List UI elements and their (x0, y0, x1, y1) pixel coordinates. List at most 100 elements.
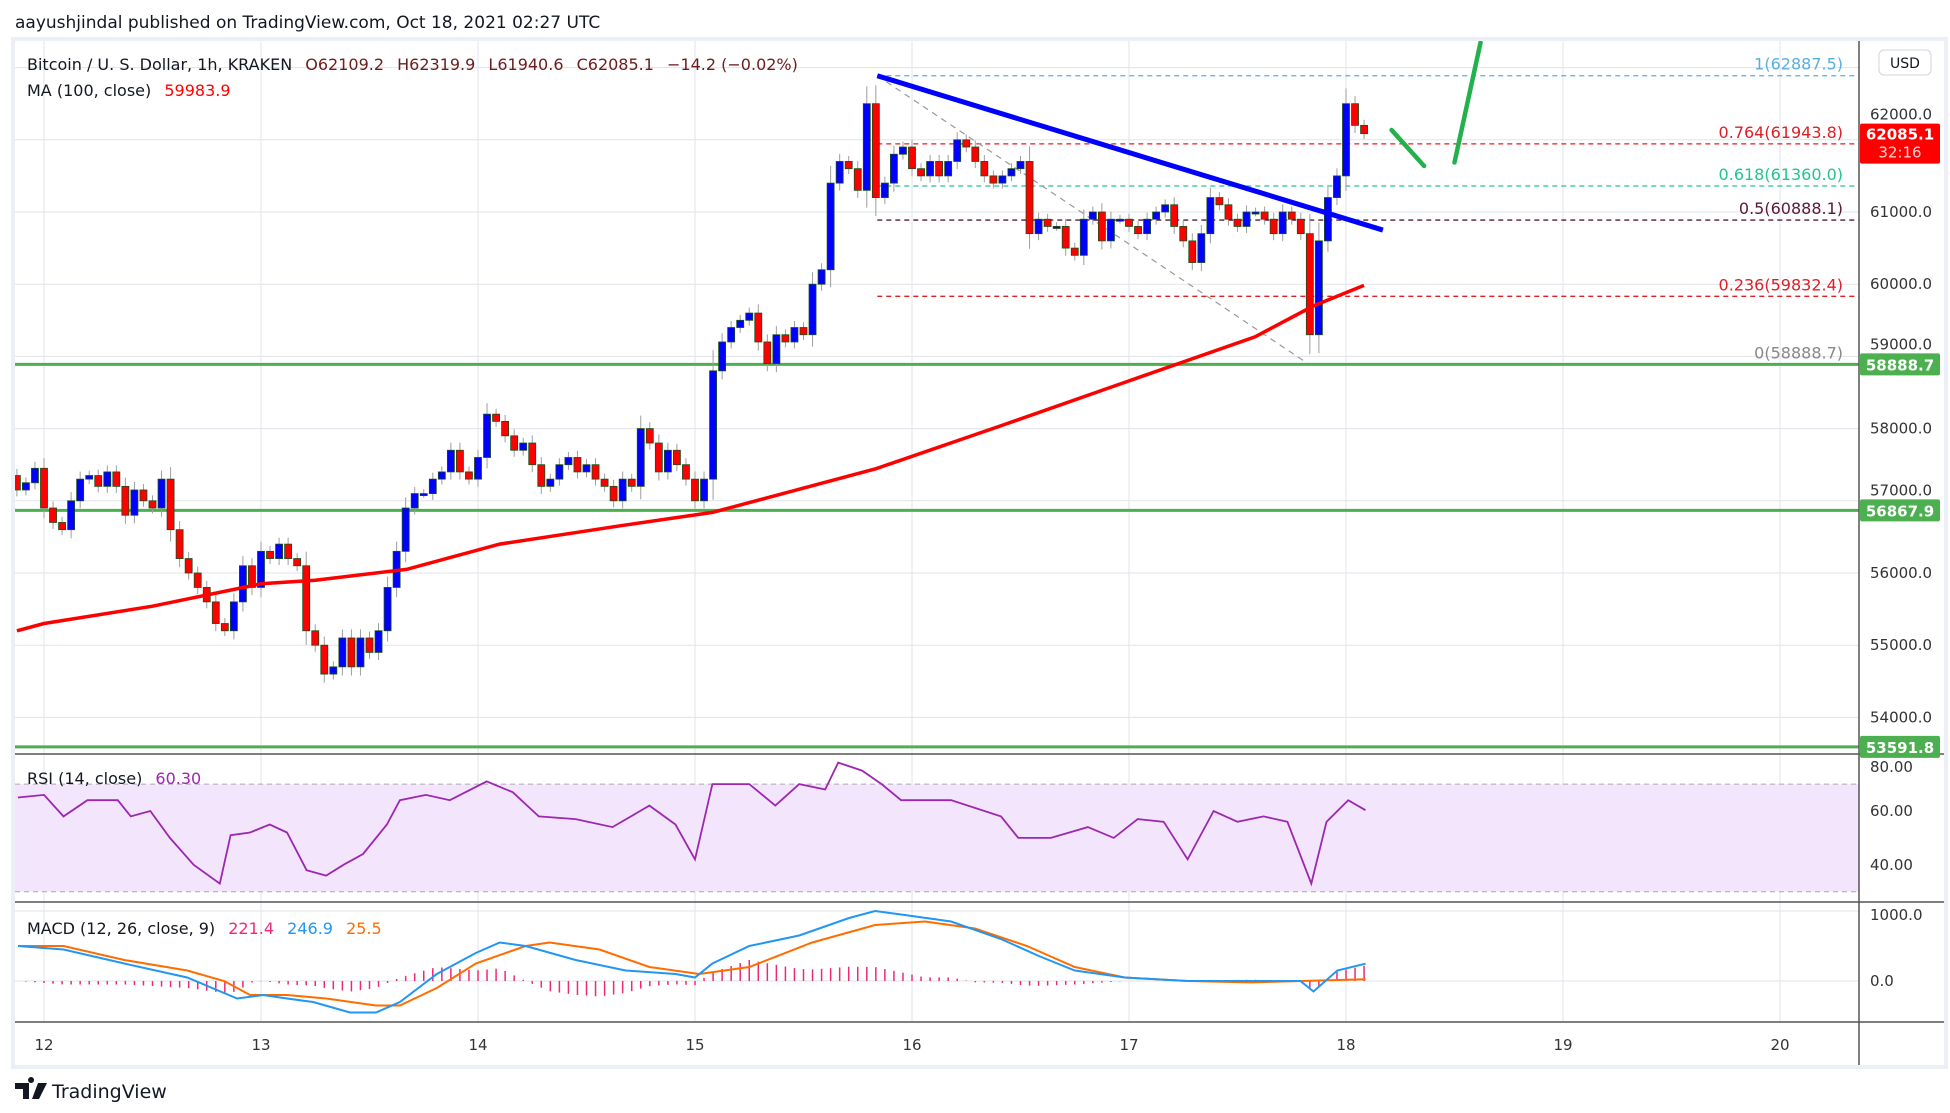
candle-up (1342, 103, 1350, 177)
candle-down (220, 623, 229, 632)
fib-diagonal (876, 75, 1310, 365)
price-tick-label: 55000.0 (1870, 636, 1932, 654)
candle-down (754, 312, 763, 343)
candle-down (293, 558, 302, 567)
bearish-trendline[interactable] (876, 73, 1384, 233)
candle-up (718, 341, 727, 372)
candle-up (998, 175, 1007, 184)
macd-value: 246.9 (287, 919, 333, 938)
fib-level-label: 0(58888.7) (1754, 343, 1843, 362)
candle-up (428, 478, 437, 494)
macd-tick-label: 0.0 (1870, 972, 1894, 990)
candle-down (492, 413, 500, 422)
candle-up (772, 334, 781, 365)
tradingview-logo-icon (15, 1077, 47, 1099)
candle-down (211, 601, 220, 624)
support-price-badge (1860, 735, 1940, 758)
time-tick-label: 14 (468, 1036, 487, 1054)
candle-up (76, 478, 85, 502)
time-tick-label: 17 (1119, 1036, 1138, 1054)
time-tick-label: 13 (251, 1036, 270, 1054)
candle-down (1097, 211, 1106, 242)
candle-down (1269, 218, 1278, 235)
candle-up (700, 478, 708, 502)
candle-up (1206, 197, 1215, 235)
candle-up (67, 500, 76, 531)
candle-down (971, 146, 980, 162)
tradingview-logo[interactable]: TradingView (15, 1077, 167, 1103)
candle-up (239, 565, 247, 603)
time-tick-label: 16 (902, 1036, 921, 1054)
macd-label: MACD (12, 26, close, 9) (27, 919, 215, 938)
ma-label: MA (100, close) (27, 81, 151, 100)
axis-labels: 62000.0 61000.0 60000.0 59000.0 58000.0 57000… (1870, 106, 1932, 990)
candle-down (1179, 226, 1188, 242)
projection-arrow-segment[interactable] (1389, 127, 1427, 169)
candle-up (1088, 211, 1097, 220)
price-tick-label: 54000.0 (1870, 708, 1932, 726)
candles (15, 85, 1368, 683)
candle-up (790, 327, 799, 343)
candle-down (58, 522, 66, 531)
macd-hist-value: 221.4 (228, 919, 274, 938)
candle-down (148, 500, 157, 509)
candle-up (899, 146, 907, 155)
candle-down (1061, 226, 1070, 249)
candle-down (691, 478, 699, 502)
support-lines[interactable] (15, 362, 1859, 749)
candle-down (266, 550, 274, 559)
candle-down (1134, 226, 1142, 235)
candle-up (727, 327, 736, 343)
rsi-line (17, 761, 1366, 887)
price-tick-label: 62000.0 (1870, 106, 1932, 124)
candle-up (1324, 197, 1332, 242)
projection-arrow-segment[interactable] (1452, 41, 1483, 165)
currency-label: USD (1890, 56, 1920, 72)
rsi-value: 60.30 (155, 769, 201, 788)
candle-down (935, 161, 944, 177)
time-tick-label: 19 (1553, 1036, 1572, 1054)
rsi-tick-label: 60.00 (1870, 802, 1913, 820)
ohlc-change: −14.2 (−0.02%) (667, 55, 798, 74)
candle-up (483, 413, 491, 458)
candle-up (22, 482, 30, 491)
candle-up (1016, 161, 1025, 170)
candle-down (121, 485, 130, 516)
drawings[interactable] (876, 41, 1483, 233)
candle-up (1278, 211, 1287, 235)
ohlc-low: L61940.6 (488, 55, 563, 74)
macd-signal-value: 25.5 (346, 919, 382, 938)
candle-down (1188, 240, 1197, 263)
candle-down (609, 485, 618, 502)
candle-down (49, 507, 57, 523)
candle-down (1025, 161, 1034, 235)
candle-down (1125, 218, 1133, 227)
candle-down (1287, 211, 1296, 220)
candle-down (1215, 197, 1224, 206)
price-badges: 58888.7 56867.9 53591.8 62085.132:16 (1860, 123, 1940, 758)
currency-button[interactable]: USD (1878, 49, 1932, 76)
candle-down (682, 464, 690, 480)
candle-down (1260, 211, 1269, 220)
time-tick-label: 12 (34, 1036, 53, 1054)
rsi-band-lines (15, 783, 1859, 893)
macd-signal-line (18, 920, 1366, 1007)
candle-down (1070, 247, 1079, 256)
candle-down (311, 630, 320, 646)
fib-level-label: 0.5(60888.1) (1739, 199, 1843, 218)
price-tick-label: 58000.0 (1870, 420, 1932, 438)
candle-up (736, 319, 745, 328)
support-price-label: 53591.8 (1866, 739, 1934, 757)
candle-up (229, 601, 238, 632)
time-axis[interactable]: 12 13 14 15 16 17 18 19 20 (34, 1036, 1789, 1054)
chart-frame (11, 37, 1948, 1069)
brand-name: TradingView (51, 1081, 167, 1103)
candle-up (338, 637, 347, 668)
rsi-tick-label: 40.00 (1870, 856, 1913, 874)
last-price-label: 62085.1 (1866, 126, 1934, 144)
candle-down (1170, 204, 1179, 227)
candle-up (953, 139, 962, 162)
price-tick-label: 60000.0 (1870, 275, 1932, 293)
support-price-badge (1860, 499, 1940, 522)
